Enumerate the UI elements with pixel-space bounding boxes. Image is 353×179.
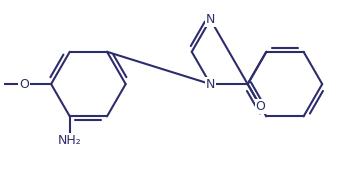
- Text: O: O: [256, 100, 265, 113]
- Text: N: N: [206, 78, 215, 91]
- Text: O: O: [19, 78, 29, 91]
- Text: NH₂: NH₂: [58, 134, 82, 147]
- Text: N: N: [206, 13, 215, 26]
